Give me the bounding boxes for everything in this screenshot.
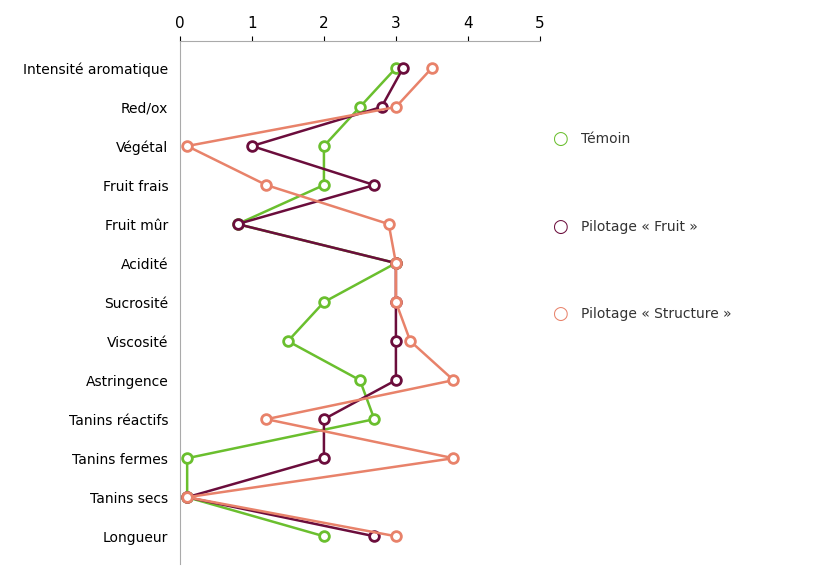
Pilotage « Fruit » — [232, 221, 242, 228]
Pilotage « Structure » — [391, 299, 401, 306]
Témoin — [232, 221, 242, 228]
Témoin — [319, 182, 329, 189]
Pilotage « Fruit » — [247, 142, 257, 149]
Text: ○: ○ — [552, 131, 569, 148]
Pilotage « Fruit » — [319, 415, 329, 422]
Témoin — [283, 338, 293, 345]
Pilotage « Fruit » — [370, 182, 380, 189]
Pilotage « Fruit » — [391, 338, 401, 345]
Text: Pilotage « Structure »: Pilotage « Structure » — [581, 307, 731, 321]
Pilotage « Structure » — [391, 533, 401, 540]
Text: ○: ○ — [552, 218, 569, 235]
Témoin — [355, 103, 365, 110]
Pilotage « Structure » — [182, 142, 192, 149]
Pilotage « Structure » — [262, 182, 272, 189]
Line: Pilotage « Fruit »: Pilotage « Fruit » — [182, 63, 408, 541]
Témoin — [182, 494, 192, 501]
Pilotage « Fruit » — [391, 299, 401, 306]
Pilotage « Structure » — [448, 376, 458, 383]
Pilotage « Fruit » — [182, 494, 192, 501]
Line: Pilotage « Structure »: Pilotage « Structure » — [182, 63, 458, 541]
Pilotage « Structure » — [391, 103, 401, 110]
Line: Témoin: Témoin — [182, 63, 401, 541]
Text: ○: ○ — [552, 305, 569, 322]
Témoin — [391, 64, 401, 71]
Témoin — [370, 415, 380, 422]
Témoin — [355, 376, 365, 383]
Pilotage « Structure » — [384, 221, 393, 228]
Témoin — [391, 260, 401, 267]
Pilotage « Structure » — [448, 455, 458, 462]
Pilotage « Fruit » — [391, 260, 401, 267]
Pilotage « Structure » — [391, 260, 401, 267]
Pilotage « Structure » — [262, 415, 272, 422]
Text: Témoin: Témoin — [581, 132, 630, 146]
Pilotage « Fruit » — [376, 103, 386, 110]
Pilotage « Structure » — [182, 494, 192, 501]
Témoin — [319, 299, 329, 306]
Témoin — [319, 533, 329, 540]
Text: Pilotage « Fruit »: Pilotage « Fruit » — [581, 220, 698, 234]
Pilotage « Structure » — [406, 338, 416, 345]
Témoin — [182, 455, 192, 462]
Pilotage « Fruit » — [370, 533, 380, 540]
Témoin — [319, 142, 329, 149]
Pilotage « Fruit » — [398, 64, 408, 71]
Pilotage « Structure » — [427, 64, 437, 71]
Pilotage « Fruit » — [319, 455, 329, 462]
Pilotage « Fruit » — [391, 376, 401, 383]
